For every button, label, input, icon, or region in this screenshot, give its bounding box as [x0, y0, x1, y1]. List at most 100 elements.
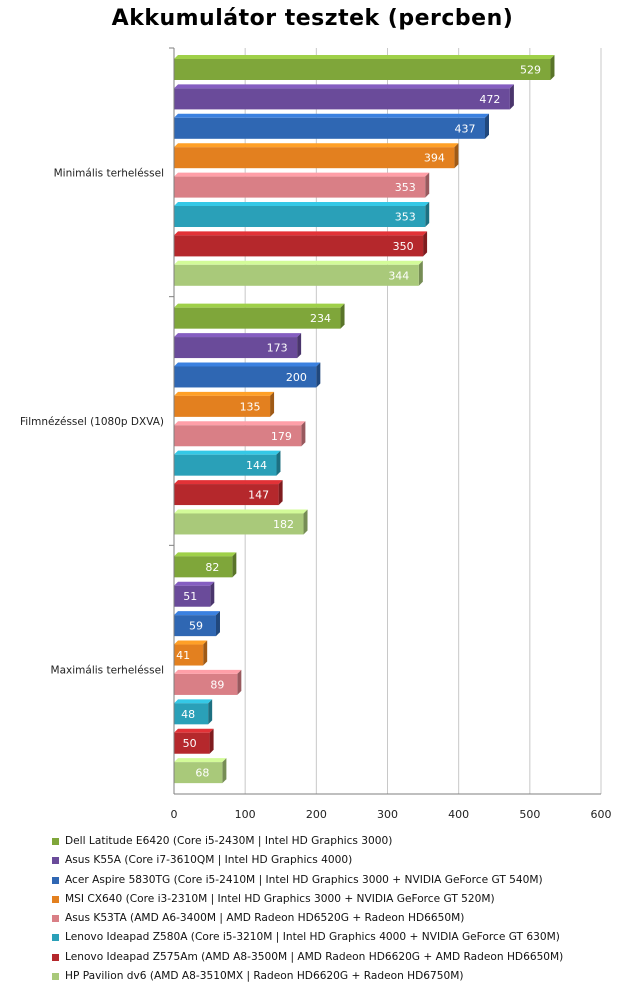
legend: Dell Latitude E6420 (Core i5-2430M | Int…: [48, 832, 563, 986]
bar-front: [174, 264, 419, 286]
bar: 82: [174, 552, 237, 578]
bar-front: [174, 88, 510, 110]
legend-swatch: [52, 915, 59, 923]
bar: 51: [174, 581, 215, 607]
bar: 200: [174, 362, 321, 388]
bar-side-face: [278, 480, 283, 506]
legend-item: Dell Latitude E6420 (Core i5-2430M | Int…: [48, 832, 563, 851]
bar-front: [174, 762, 223, 784]
data-label: 353: [395, 211, 416, 224]
data-label: 437: [454, 122, 475, 135]
bar-side-face: [208, 699, 213, 725]
bar-top-face: [174, 581, 215, 586]
data-label: 89: [210, 678, 224, 691]
bar-side-face: [215, 611, 220, 637]
data-label: 173: [267, 342, 288, 355]
legend-swatch: [52, 838, 59, 845]
bar-chart: 529 472 437 394 353 353 350 344 234 173 200 135 179 1…: [20, 47, 612, 821]
bar-front: [174, 337, 298, 359]
bar-top-face: [174, 362, 321, 367]
bar-top-face: [174, 333, 302, 338]
bar-side-face: [237, 669, 242, 695]
legend-label: Asus K53TA (AMD A6-3400M | AMD Radeon HD…: [65, 912, 465, 925]
bar: 350: [174, 231, 428, 257]
data-label: 82: [205, 561, 219, 574]
legend-swatch: [52, 953, 59, 961]
legend-label: HP Pavilion dv6 (AMD A8-3510MX | Radeon …: [65, 970, 464, 983]
bar: 529: [174, 55, 555, 80]
bar-side-face: [210, 581, 215, 607]
bar-side-face: [454, 143, 459, 169]
legend-label: MSI CX640 (Core i3-2310M | Intel HD Grap…: [65, 892, 495, 905]
bar: 68: [174, 758, 227, 784]
bar-top-face: [174, 611, 220, 616]
bar-front: [174, 644, 204, 666]
x-tick-label: 200: [306, 808, 327, 821]
bar-side-face: [418, 260, 423, 286]
legend-label: Asus K55A (Core i7-3610QM | Intel HD Gra…: [65, 854, 353, 867]
bar: 41: [174, 640, 208, 666]
bar-front: [174, 703, 209, 725]
data-label: 234: [310, 312, 331, 325]
bar-top-face: [174, 728, 214, 733]
bar: 353: [174, 202, 430, 227]
bar-top-face: [174, 758, 227, 763]
bar-front: [174, 615, 216, 637]
bar-top-face: [174, 699, 213, 704]
bar-top-face: [174, 55, 555, 59]
axes: 0 100 200 300 400 500 600 Minimális terheléssel…: [20, 47, 612, 821]
legend-swatch: [52, 895, 59, 903]
bar-front: [174, 59, 551, 80]
x-tick-label: 600: [591, 808, 612, 821]
bar-top-face: [174, 231, 428, 236]
bar: 48: [174, 699, 213, 725]
bar: 89: [174, 669, 242, 695]
bar-side-face: [340, 303, 345, 329]
legend-item: Asus K55A (Core i7-3610QM | Intel HD Gra…: [48, 851, 563, 870]
bar-top-face: [174, 202, 430, 206]
data-label: 59: [189, 620, 203, 633]
x-tick-label: 400: [448, 808, 469, 821]
data-label: 344: [388, 269, 409, 282]
x-tick-label: 300: [377, 808, 398, 821]
data-label: 200: [286, 371, 307, 384]
data-label: 179: [271, 430, 292, 443]
bar-side-face: [303, 509, 308, 535]
bar-side-face: [509, 84, 514, 110]
legend-label: Dell Latitude E6420 (Core i5-2430M | Int…: [65, 835, 393, 847]
legend-label: Acer Aspire 5830TG (Core i5-2410M | Inte…: [65, 873, 543, 886]
bar: 182: [174, 509, 308, 535]
bar: 173: [174, 333, 302, 359]
data-label: 48: [181, 708, 195, 721]
legend-item: Asus K53TA (AMD A6-3400M | AMD Radeon HD…: [48, 909, 563, 928]
bars: 529 472 437 394 353 353 350 344 234 173 200 135 179 1…: [174, 55, 555, 784]
bar-side-face: [276, 450, 281, 476]
legend-item: Lenovo Ideapad Z580A (Core i5-3210M | In…: [48, 928, 563, 947]
data-label: 41: [176, 649, 190, 662]
bar-front: [174, 307, 341, 329]
data-label: 144: [246, 459, 267, 472]
bar-top-face: [174, 640, 208, 645]
data-label: 147: [248, 489, 269, 502]
bar-side-face: [316, 362, 321, 388]
bar-front: [174, 673, 238, 695]
bar: 353: [174, 172, 430, 198]
bar-top-face: [174, 260, 423, 265]
data-label: 350: [393, 240, 414, 253]
bar: 50: [174, 728, 214, 754]
bar: 59: [174, 611, 220, 637]
bar-front: [174, 235, 424, 257]
bar-top-face: [174, 421, 306, 426]
category-label: Filmnézéssel (1080p DXVA): [20, 416, 164, 428]
bar-side-face: [232, 552, 237, 578]
legend-swatch: [52, 876, 59, 884]
bar-top-face: [174, 552, 237, 557]
data-label: 135: [240, 400, 261, 413]
bar-front: [174, 484, 279, 506]
bar-top-face: [174, 480, 283, 485]
bar-side-face: [209, 728, 214, 754]
bar-front: [174, 454, 277, 476]
data-label: 394: [424, 152, 445, 165]
data-label: 472: [479, 93, 500, 106]
bar: 472: [174, 84, 514, 110]
